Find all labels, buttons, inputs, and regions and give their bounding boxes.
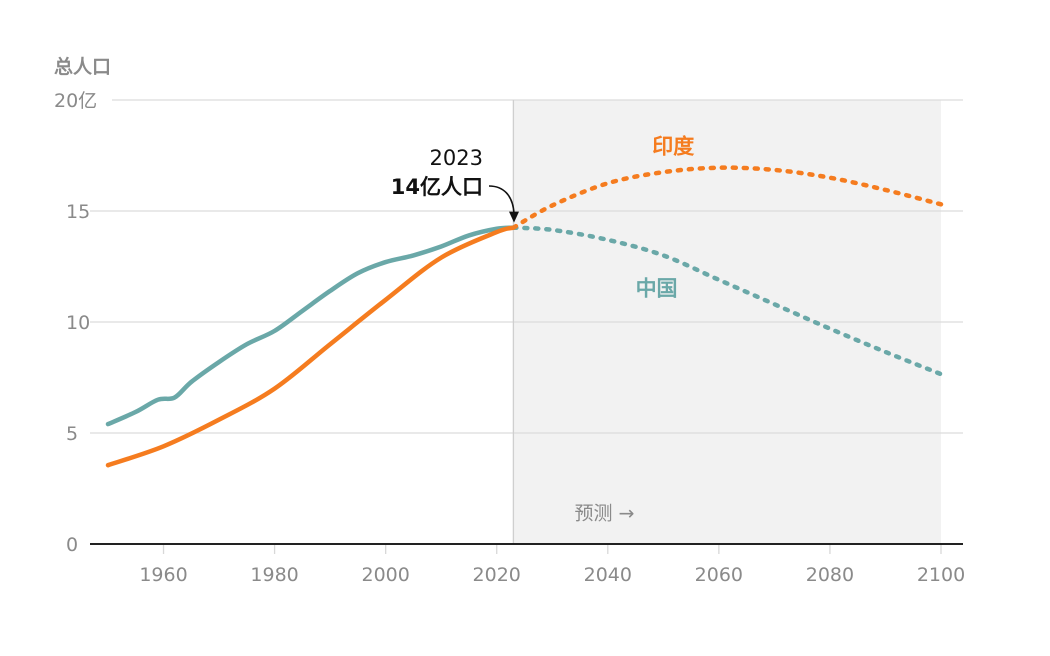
y-tick-label: 0 [66,534,78,556]
annotation: 2023 14亿人口 [391,146,519,223]
series-china-projection [511,225,944,377]
x-tick-label: 2040 [584,564,632,586]
series-india-historical [105,225,516,468]
series-layer [105,165,944,468]
projection-label: 预测 → [574,503,634,525]
series-china-historical [105,225,516,427]
series-label-china: 中国 [636,276,678,300]
x-tick-label: 2060 [695,564,743,586]
y-tick-label: 15 [66,201,90,223]
x-tick-label: 2020 [473,564,521,586]
annotation-arrowhead-icon [509,211,519,223]
annotation-year: 2023 [430,146,483,170]
x-tick-label: 2100 [917,564,965,586]
annotation-value: 14亿人口 [391,175,483,199]
annotation-arrow-icon [488,185,515,214]
x-axis-ticks: 1960 1980 2000 2020 2040 2060 2080 2100 [139,545,965,586]
grid-lines [90,99,963,434]
y-tick-label: 10 [66,312,90,334]
y-tick-label: 20亿 [54,90,97,112]
series-label-india: 印度 [652,134,694,158]
y-axis-title: 总人口 [54,55,111,78]
x-tick-label: 1980 [250,564,298,586]
y-axis-ticks: 0 5 10 15 20亿 [54,90,97,556]
x-tick-label: 2000 [361,564,409,586]
x-tick-label: 2080 [806,564,854,586]
x-tick-label: 1960 [139,564,187,586]
y-tick-label: 5 [66,423,78,445]
